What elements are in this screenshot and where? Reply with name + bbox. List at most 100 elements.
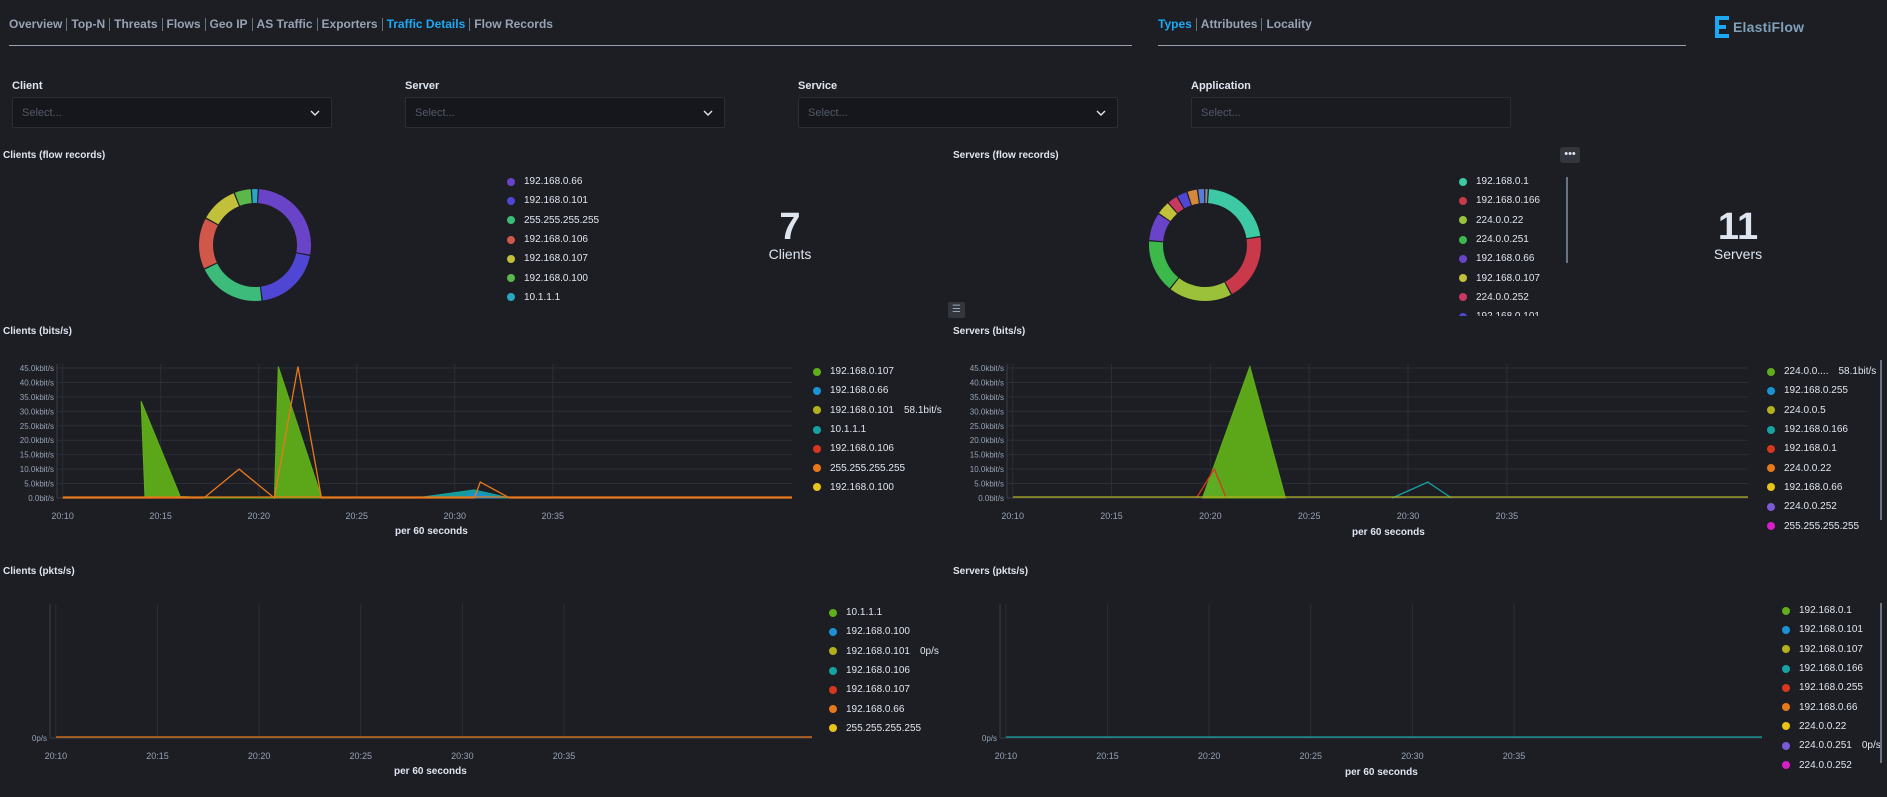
legend-item[interactable]: 192.168.0.166 (1459, 191, 1540, 210)
donut-slice-other1[interactable] (1187, 189, 1199, 206)
server-select[interactable]: Select... (405, 97, 725, 128)
legend-item[interactable]: 224.0.0.22 (1782, 717, 1881, 736)
nav-tab-exporters[interactable]: Exporters (321, 17, 378, 31)
brand-logo[interactable]: ElastiFlow (1714, 14, 1804, 40)
donut-slice-192.168.0.1[interactable] (1208, 189, 1261, 239)
legend-item[interactable]: 192.168.0.101 (507, 191, 599, 210)
clients-donut-chart[interactable] (195, 185, 315, 305)
legend-toggle-button[interactable]: ☰ (948, 302, 965, 318)
legend-item[interactable]: 192.168.0.1 (1767, 439, 1876, 458)
legend-item[interactable]: 192.168.0.107 (813, 362, 942, 381)
service-select[interactable]: Select... (798, 97, 1118, 128)
donut-slice-192.168.0.166[interactable] (1225, 237, 1261, 295)
series-area-192.168.0.107[interactable] (140, 366, 792, 499)
donut-slice-192.168.0.66[interactable] (258, 189, 311, 255)
clients-bits-chart[interactable]: 20:10 20:15 20:20 20:25 20:30 20:35 45.0kbit/s… (0, 358, 800, 548)
donut-slice-192.168.0.107[interactable] (206, 193, 239, 225)
donut-slice-192.168.0.107[interactable] (1159, 203, 1177, 222)
servers-legend-scrollbar[interactable] (1566, 177, 1568, 263)
donut-slice-224.0.0.251[interactable] (1149, 241, 1179, 289)
nav-tab-top-n[interactable]: Top-N (71, 17, 106, 31)
series-line-192.168.0.166[interactable] (1391, 481, 1452, 499)
legend-item[interactable]: 192.168.0.101 0p/s (829, 642, 939, 661)
legend-item[interactable]: 255.255.255.255 (1767, 516, 1876, 535)
legend-item[interactable]: 192.168.0.107 (829, 680, 939, 699)
series-area-224.0.0.5 / 224.0.0....[interactable] (1201, 364, 1287, 499)
legend-item[interactable]: 192.168.0.166 (1782, 659, 1881, 678)
legend-item[interactable]: 224.0.0.22 (1767, 458, 1876, 477)
legend-item[interactable]: 192.168.0.106 (813, 439, 942, 458)
legend-item[interactable]: 192.168.0.100 (813, 478, 942, 497)
legend-item[interactable]: 192.168.0.107 (1782, 640, 1881, 659)
series-line-255.255.255.255[interactable] (62, 366, 792, 500)
donut-slice-255.255.255.255[interactable] (204, 263, 262, 301)
legend-item[interactable]: 224.0.0.252 (1459, 288, 1540, 307)
x-tick-label: 20:10 (51, 511, 74, 521)
clients-pkts-chart[interactable]: 20:10 20:15 20:20 20:25 20:30 20:35 0p/s (0, 600, 820, 770)
legend-item[interactable]: 192.168.0.101 58.1bit/s (813, 401, 942, 420)
legend-item[interactable]: 192.168.0.66 (1767, 478, 1876, 497)
legend-item[interactable]: 192.168.0.166 (1767, 420, 1876, 439)
series-line-192.168.0.1[interactable] (1195, 467, 1227, 499)
legend-item[interactable]: 255.255.255.255 (829, 719, 939, 738)
donut-slice-192.168.0.100[interactable] (234, 189, 252, 206)
nav-tab-geo-ip[interactable]: Geo IP (209, 17, 248, 31)
legend-item[interactable]: 192.168.0.100 (829, 622, 939, 641)
legend-item[interactable]: 10.1.1.1 (829, 603, 939, 622)
legend-item[interactable]: 255.255.255.255 (813, 458, 942, 477)
servers-pkts-legend-scrollbar[interactable] (1880, 603, 1882, 763)
donut-slice-other3[interactable] (1205, 189, 1208, 204)
donut-slice-192.168.0.106[interactable] (199, 218, 218, 269)
nav-tab-threats[interactable]: Threats (114, 17, 158, 31)
subnav-tab-attributes[interactable]: Attributes (1200, 17, 1258, 31)
donut-slice-10.1.1.1[interactable] (252, 189, 258, 204)
legend-item[interactable]: 224.0.0.5 (1767, 401, 1876, 420)
legend-item[interactable]: 192.168.0.66 (813, 381, 942, 400)
legend-item[interactable]: 10.1.1.1 (507, 288, 599, 307)
donut-slice-192.168.0.101[interactable] (1177, 192, 1191, 209)
legend-item[interactable]: 224.0.0.252 (1767, 497, 1876, 516)
nav-tab-flows[interactable]: Flows (166, 17, 201, 31)
client-select[interactable]: Select... (12, 97, 332, 128)
servers-donut-chart[interactable] (1145, 185, 1265, 305)
legend-item[interactable]: 192.168.0.1 (1459, 172, 1540, 191)
legend-item[interactable]: 192.168.0.107 (1459, 268, 1540, 287)
legend-label: 192.168.0.66 (1799, 701, 1858, 713)
donut-slice-224.0.0.22[interactable] (1170, 278, 1231, 301)
legend-item[interactable]: 192.168.0.66 (829, 699, 939, 718)
servers-bits-legend-scrollbar[interactable] (1880, 360, 1882, 520)
subnav-tab-types[interactable]: Types (1158, 17, 1192, 31)
legend-item[interactable]: 192.168.0.106 (829, 661, 939, 680)
legend-item[interactable]: 192.168.0.100 (507, 268, 599, 287)
servers-pkts-chart[interactable]: 20:10 20:15 20:20 20:25 20:30 20:35 0p/s (950, 600, 1770, 770)
legend-item[interactable]: 224.0.0.251 (1459, 230, 1540, 249)
legend-item[interactable]: 192.168.0.101 (1459, 307, 1540, 316)
legend-item[interactable]: 10.1.1.1 (813, 420, 942, 439)
legend-item[interactable]: 192.168.0.66 (507, 172, 599, 191)
donut-slice-other2[interactable] (1198, 189, 1205, 204)
legend-item[interactable]: 192.168.0.66 (1782, 697, 1881, 716)
legend-item[interactable]: 224.0.0.... 58.1bit/s (1767, 362, 1876, 381)
legend-item[interactable]: 224.0.0.22 (1459, 211, 1540, 230)
nav-tab-traffic-details[interactable]: Traffic Details (386, 17, 466, 31)
legend-item[interactable]: 192.168.0.107 (507, 249, 599, 268)
donut-slice-192.168.0.101[interactable] (260, 253, 310, 301)
legend-item[interactable]: 192.168.0.66 (1459, 249, 1540, 268)
legend-item[interactable]: 192.168.0.255 (1767, 381, 1876, 400)
nav-tab-overview[interactable]: Overview (9, 17, 63, 31)
servers-bits-chart[interactable]: 20:10 20:15 20:20 20:25 20:30 20:35 45.0kbit/s… (950, 358, 1750, 548)
donut-slice-192.168.0.66[interactable] (1149, 214, 1170, 242)
subnav-tab-locality[interactable]: Locality (1266, 17, 1312, 31)
nav-tab-flow-records[interactable]: Flow Records (474, 17, 553, 31)
donut-slice-224.0.0.252[interactable] (1168, 196, 1184, 214)
nav-tab-as-traffic[interactable]: AS Traffic (256, 17, 313, 31)
legend-item[interactable]: 192.168.0.106 (507, 230, 599, 249)
legend-item[interactable]: 192.168.0.255 (1782, 678, 1881, 697)
legend-item[interactable]: 192.168.0.101 (1782, 620, 1881, 639)
legend-item[interactable]: 224.0.0.252 (1782, 755, 1881, 774)
legend-item[interactable]: 192.168.0.1 (1782, 601, 1881, 620)
legend-item[interactable]: 224.0.0.251 0p/s (1782, 736, 1881, 755)
legend-item[interactable]: 255.255.255.255 (507, 211, 599, 230)
panel-options-button[interactable]: ••• (1560, 147, 1580, 163)
application-input[interactable]: Select... (1191, 97, 1511, 128)
